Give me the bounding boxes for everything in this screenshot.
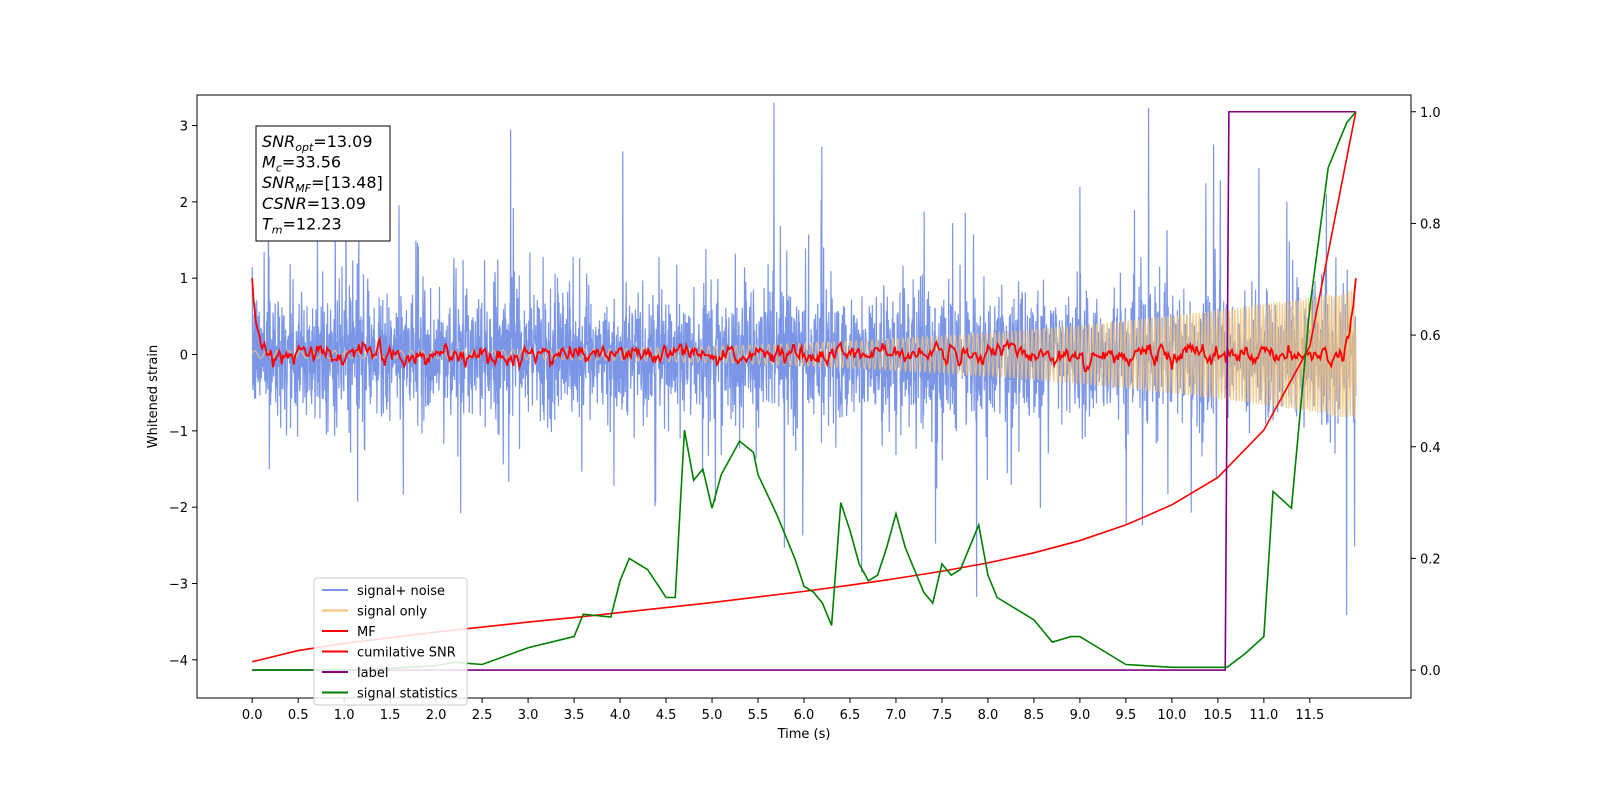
series-label-line bbox=[252, 110, 1356, 671]
x-tick-label: 4.5 bbox=[656, 708, 677, 723]
legend-frame bbox=[313, 577, 468, 706]
x-tick-label: 0.0 bbox=[242, 708, 263, 723]
snr-annotation-box: SNRopt=13.09Mc=33.56SNRMF=[13.48]CSNR=13… bbox=[255, 125, 391, 242]
x-tick-label: 9.0 bbox=[1070, 708, 1091, 723]
x-tick-label: 11.0 bbox=[1249, 708, 1278, 723]
x-tick-label: 11.5 bbox=[1295, 708, 1324, 723]
x-tick-label: 10.0 bbox=[1157, 708, 1186, 723]
x-axis: 0.0 0.5 1.0 1.5 2.0 2.5 3.0 3.5 4.0 4.5 5.0 5.5 6.0 6… bbox=[242, 698, 1324, 723]
x-tick-label: 1.0 bbox=[334, 708, 355, 723]
legend-label: label bbox=[357, 666, 388, 681]
y-left-tick-label: 1 bbox=[180, 272, 188, 287]
y-left-tick-label: −2 bbox=[169, 501, 188, 516]
y-axis-right: 0.0 0.2 0.4 0.6 0.8 1.0 bbox=[1411, 106, 1441, 679]
x-tick-label: 5.0 bbox=[702, 708, 723, 723]
x-tick-label: 1.5 bbox=[380, 708, 401, 723]
legend: signal+ noise signal only MF cumilative SNR… bbox=[313, 577, 468, 706]
legend-label: MF bbox=[357, 625, 376, 640]
series-mf-line bbox=[251, 278, 1357, 373]
y-axis-left: −4 −3 −2 −1 0 1 2 3 bbox=[169, 120, 197, 669]
x-tick-label: 8.0 bbox=[978, 708, 999, 723]
y-left-tick-label: −3 bbox=[169, 578, 188, 593]
series-signal-only-line bbox=[251, 290, 1357, 419]
y-right-tick-label: 1.0 bbox=[1420, 106, 1441, 121]
y-left-tick-label: 0 bbox=[180, 349, 188, 364]
x-tick-label: 2.5 bbox=[472, 708, 493, 723]
legend-label: signal+ noise bbox=[357, 584, 445, 599]
series-signal-statistics-line bbox=[252, 111, 1357, 671]
y-right-tick-label: 0.0 bbox=[1420, 664, 1441, 679]
x-tick-label: 5.5 bbox=[748, 708, 769, 723]
x-tick-label: 7.5 bbox=[932, 708, 953, 723]
x-tick-label: 4.0 bbox=[610, 708, 631, 723]
x-tick-label: 3.0 bbox=[518, 708, 539, 723]
x-tick-label: 9.5 bbox=[1116, 708, 1137, 723]
y-left-tick-label: 2 bbox=[180, 196, 188, 211]
x-tick-label: 10.5 bbox=[1203, 708, 1232, 723]
annotation-line: Mc=33.56 bbox=[262, 153, 341, 175]
y-right-tick-label: 0.8 bbox=[1420, 217, 1441, 232]
x-tick-label: 0.5 bbox=[288, 708, 309, 723]
legend-label: cumilative SNR bbox=[357, 646, 456, 661]
x-tick-label: 3.5 bbox=[564, 708, 585, 723]
annotation-line: SNRMF=[13.48] bbox=[262, 173, 383, 195]
y-right-tick-label: 0.2 bbox=[1420, 552, 1441, 567]
legend-label: signal only bbox=[357, 605, 427, 620]
annotation-frame bbox=[255, 125, 391, 242]
legend-label: signal statistics bbox=[357, 687, 458, 702]
y-axis-left-title: Whitened strain bbox=[146, 345, 161, 448]
x-tick-label: 8.5 bbox=[1024, 708, 1045, 723]
y-left-tick-label: 3 bbox=[180, 120, 188, 135]
x-tick-label: 6.0 bbox=[794, 708, 815, 723]
x-tick-label: 7.0 bbox=[886, 708, 907, 723]
annotation-line: Tm=12.23 bbox=[262, 214, 342, 236]
y-right-tick-label: 0.6 bbox=[1420, 329, 1441, 344]
x-axis-title: Time (s) bbox=[777, 727, 831, 742]
annotation-line: CSNR=13.09 bbox=[262, 194, 366, 213]
y-left-tick-label: −4 bbox=[169, 654, 188, 669]
x-tick-label: 2.0 bbox=[426, 708, 447, 723]
y-left-tick-label: −1 bbox=[169, 425, 188, 440]
x-tick-label: 6.5 bbox=[840, 708, 861, 723]
y-right-tick-label: 0.4 bbox=[1420, 441, 1441, 456]
annotation-line: SNRopt=13.09 bbox=[262, 132, 373, 154]
